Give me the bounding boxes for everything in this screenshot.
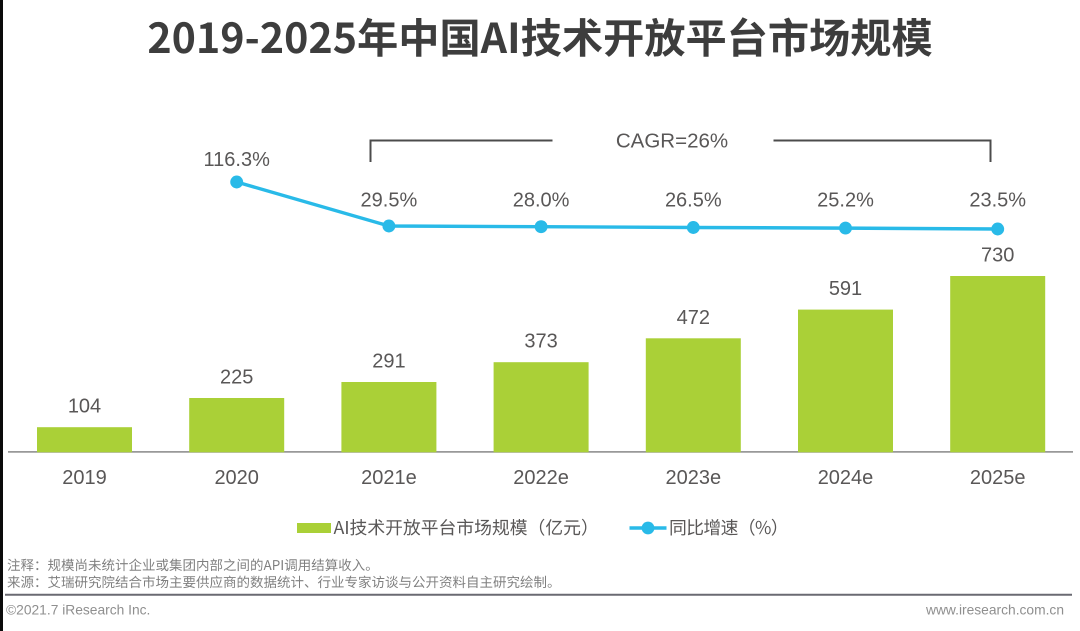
svg-text:29.5%: 29.5% [361, 190, 418, 212]
svg-text:2020: 2020 [214, 467, 259, 489]
svg-text:©2021.7 iResearch Inc.: ©2021.7 iResearch Inc. [6, 603, 150, 618]
svg-text:2021e: 2021e [361, 467, 417, 489]
svg-text:26.5%: 26.5% [665, 190, 722, 212]
svg-text:2024e: 2024e [818, 467, 874, 489]
svg-text:www.iresearch.com.cn: www.iresearch.com.cn [925, 603, 1064, 618]
svg-text:291: 291 [372, 351, 405, 373]
svg-text:373: 373 [524, 331, 557, 353]
svg-text:472: 472 [677, 307, 710, 329]
svg-text:591: 591 [829, 278, 862, 300]
svg-text:116.3%: 116.3% [204, 149, 271, 171]
svg-text:25.2%: 25.2% [817, 190, 874, 212]
svg-text:104: 104 [68, 396, 101, 418]
svg-text:2022e: 2022e [513, 467, 569, 489]
svg-text:730: 730 [981, 245, 1014, 267]
svg-text:CAGR=26%: CAGR=26% [616, 130, 728, 153]
svg-text:2025e: 2025e [970, 467, 1026, 489]
svg-text:2023e: 2023e [665, 467, 721, 489]
svg-text:225: 225 [220, 367, 253, 389]
svg-text:2019: 2019 [62, 467, 107, 489]
svg-text:23.5%: 23.5% [969, 190, 1026, 212]
svg-text:28.0%: 28.0% [513, 190, 570, 212]
